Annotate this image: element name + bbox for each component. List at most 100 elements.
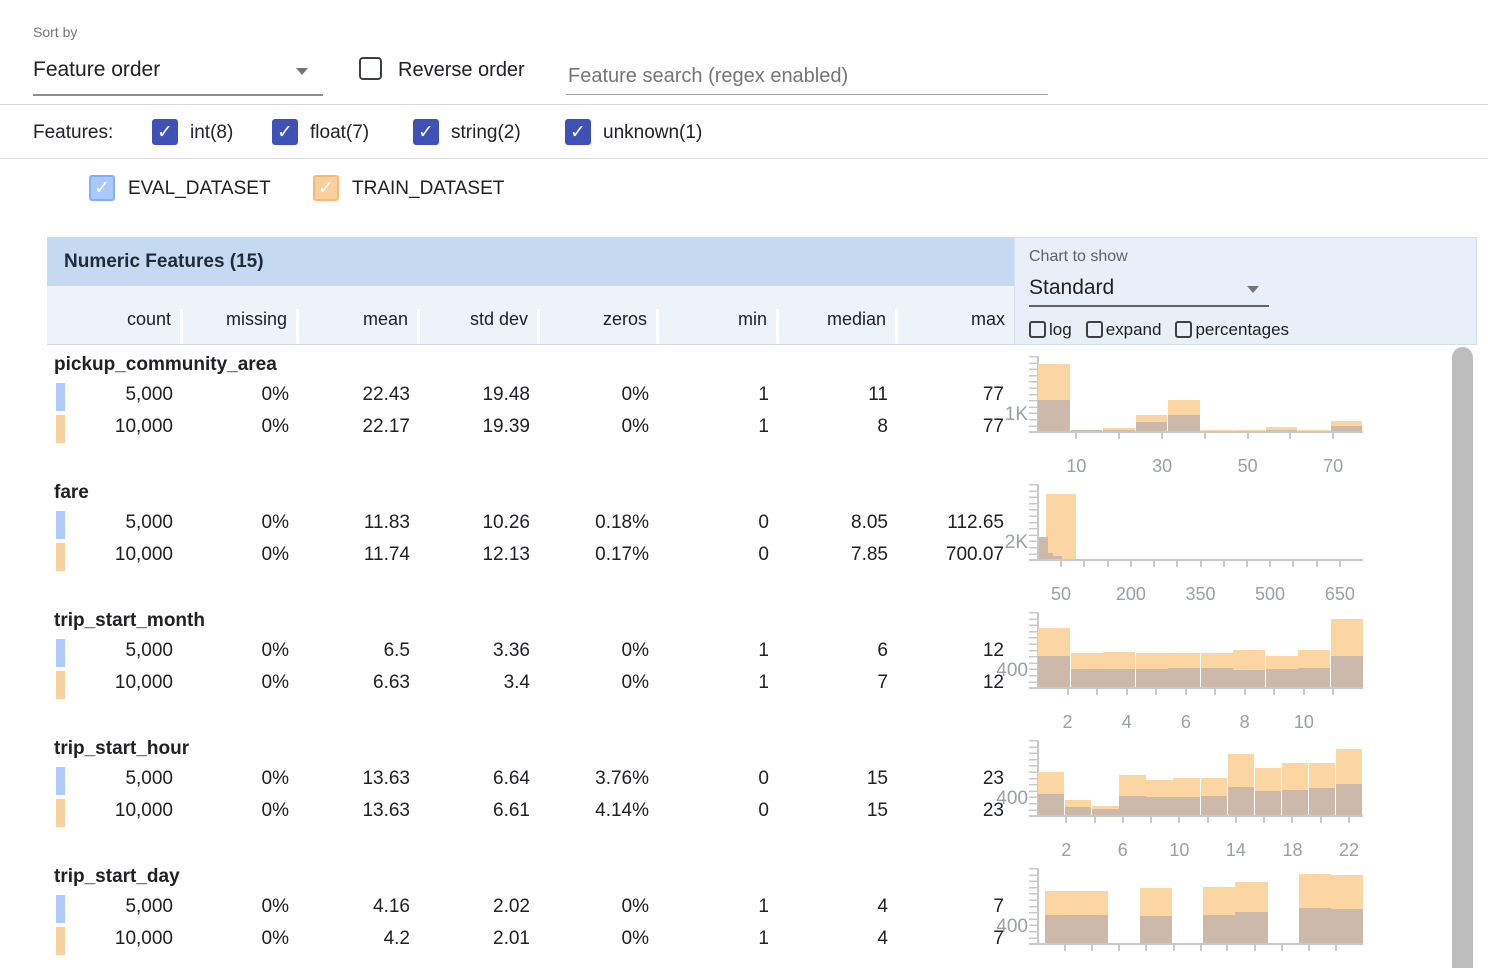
stat-cell: 4 <box>877 896 888 917</box>
x-axis-tick <box>1243 689 1246 695</box>
histogram-bar-overlap <box>1298 668 1331 687</box>
stat-cell: 0 <box>758 512 769 533</box>
y-axis-line <box>1037 484 1039 559</box>
stat-cell: 5,000 <box>125 768 173 789</box>
stat-cell: 10,000 <box>114 544 173 565</box>
dataset-color-swatch <box>56 511 65 539</box>
filter-string-checkbox[interactable]: ✓ <box>413 119 439 145</box>
x-axis-tick <box>1129 561 1132 567</box>
x-axis-tick-label: 14 <box>1225 840 1246 860</box>
log-checkbox[interactable] <box>1029 321 1046 338</box>
x-axis-tick-label: 4 <box>1121 712 1132 732</box>
stat-cell: 5,000 <box>125 640 173 661</box>
x-axis-tick-label: 6 <box>1117 840 1128 860</box>
histogram-bar-overlap <box>1076 915 1108 943</box>
x-axis-tick <box>1066 689 1069 695</box>
stat-cell: 4.16 <box>373 896 410 917</box>
histogram-bar-overlap <box>1330 426 1363 431</box>
stat-cell: 13.63 <box>362 800 410 821</box>
stat-cell: 10,000 <box>114 672 173 693</box>
sort-by-value: Feature order <box>33 58 161 81</box>
stat-cell: 12 <box>982 640 1004 661</box>
histogram-bar-overlap <box>1065 806 1092 815</box>
x-axis-line <box>1029 431 1363 433</box>
histogram-bar-train <box>1070 429 1103 431</box>
y-axis-label: 2K <box>1004 532 1028 553</box>
stat-cell: 3.76% <box>595 768 649 789</box>
x-axis-line <box>1029 687 1363 689</box>
filter-int-checkbox[interactable]: ✓ <box>152 119 178 145</box>
filter-float-checkbox[interactable]: ✓ <box>272 119 298 145</box>
x-axis-tick <box>1065 817 1068 823</box>
x-axis-tick-label: 70 <box>1323 456 1344 476</box>
x-axis-tick <box>1172 945 1175 951</box>
histogram-bar-overlap <box>1038 656 1071 687</box>
train-dataset-label: TRAIN_DATASET <box>352 178 505 199</box>
histogram-bar-overlap <box>1038 794 1065 815</box>
stat-cell: 5,000 <box>125 896 173 917</box>
dataset-color-swatch <box>56 767 65 795</box>
stat-cell: 6.64 <box>493 768 530 789</box>
x-axis-tick <box>1060 561 1063 567</box>
column-header-zeros: zeros <box>540 309 659 344</box>
feature-search-input[interactable] <box>566 58 1048 95</box>
x-axis-line <box>1029 559 1363 561</box>
column-header-median: median <box>779 309 898 344</box>
x-axis-tick <box>1319 817 1322 823</box>
x-axis-tick-label: 22 <box>1339 840 1360 860</box>
histogram-chart: 400 <box>47 860 1462 968</box>
histogram-bar-overlap <box>1140 916 1172 943</box>
histogram-bar-train <box>1298 430 1330 431</box>
x-axis-tick <box>1203 433 1206 439</box>
chart-select-underline <box>1029 305 1269 307</box>
stat-cell: 15 <box>866 768 888 789</box>
histogram-bar-train <box>1103 428 1135 431</box>
reverse-order-label: Reverse order <box>398 59 525 81</box>
y-axis-ticks <box>1029 868 1037 943</box>
train-dataset-checkbox[interactable]: ✓ <box>313 175 339 201</box>
percentages-checkbox[interactable] <box>1175 321 1193 338</box>
x-axis-tick <box>1184 689 1187 695</box>
histogram-bar-overlap <box>1119 795 1146 815</box>
reverse-order-checkbox[interactable] <box>359 57 382 80</box>
x-axis-tick-label: 6 <box>1180 712 1191 732</box>
chart-type-select[interactable]: Standard <box>1029 272 1269 308</box>
vertical-scrollbar-thumb[interactable] <box>1452 347 1473 968</box>
feature-name: trip_start_hour <box>54 738 190 759</box>
stat-cell: 11 <box>868 384 888 405</box>
stat-cell: 1 <box>758 672 769 693</box>
filter-unknown-checkbox[interactable]: ✓ <box>565 119 591 145</box>
x-axis-tick <box>1234 817 1237 823</box>
x-axis-tick <box>1145 945 1148 951</box>
stat-cell: 77 <box>982 384 1004 405</box>
stat-cell: 0 <box>758 768 769 789</box>
stat-cell: 6.61 <box>493 800 530 821</box>
x-axis-line <box>1029 815 1363 817</box>
histogram-bar-overlap <box>1173 797 1200 815</box>
numeric-features-header: Numeric Features (15) <box>47 237 1014 286</box>
x-axis-tick <box>1083 561 1086 567</box>
x-axis-tick <box>1332 689 1335 695</box>
numeric-features-title: Numeric Features (15) <box>64 250 264 272</box>
sort-by-select[interactable]: Feature order <box>33 54 323 96</box>
histogram-bar-overlap <box>1103 429 1135 431</box>
stat-cell: 0% <box>261 928 289 949</box>
expand-checkbox[interactable] <box>1085 321 1103 338</box>
x-axis-tick <box>1075 433 1078 439</box>
stat-cell: 0.18% <box>595 512 649 533</box>
x-axis-tick-label: 50 <box>1237 456 1258 476</box>
divider-top <box>0 104 1488 105</box>
stat-cell: 0% <box>261 896 289 917</box>
histogram-bar-overlap <box>1265 429 1298 431</box>
eval-dataset-checkbox[interactable]: ✓ <box>89 175 115 201</box>
y-axis-label: 400 <box>996 788 1028 809</box>
histogram-bar-overlap <box>1146 797 1173 815</box>
y-axis-ticks <box>1029 612 1037 687</box>
histogram-bar-overlap <box>1265 669 1298 687</box>
chart-type-value: Standard <box>1029 276 1115 299</box>
histogram-bar-overlap <box>1200 668 1233 687</box>
stat-cell: 0% <box>261 672 289 693</box>
stat-cell: 5,000 <box>125 384 173 405</box>
stat-cell: 22.17 <box>362 416 410 437</box>
